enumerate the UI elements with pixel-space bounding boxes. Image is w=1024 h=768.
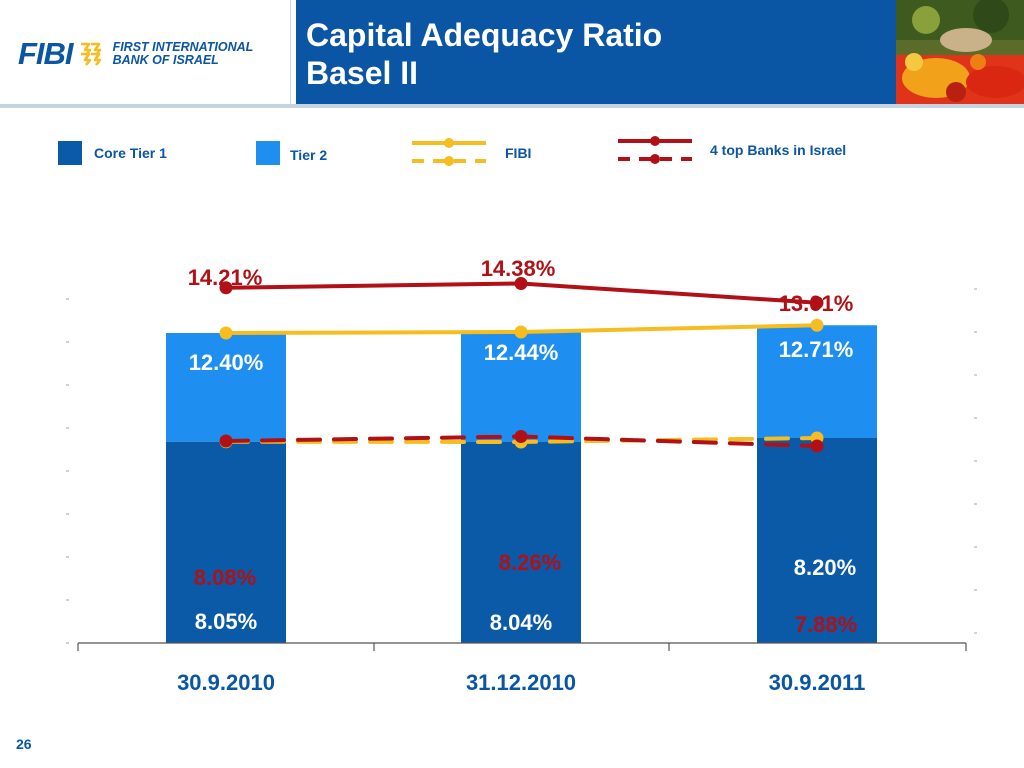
top-banks-solid-point	[810, 296, 824, 310]
legend-fibi-dashed-marker	[444, 156, 454, 166]
fibi-total-label: 12.71%	[779, 337, 854, 362]
fibi-core-label: 8.04%	[490, 610, 552, 635]
x-tick-label: 30.9.2010	[177, 670, 275, 695]
legend-tier2-label: Tier 2	[290, 147, 327, 163]
core-tier1-bar-30.9.2010	[166, 441, 286, 643]
header-photo	[896, 0, 1024, 104]
title-line-2: Basel II	[306, 55, 419, 91]
page-number: 26	[16, 736, 32, 752]
top-banks-core-label: 8.08%	[194, 565, 256, 590]
legend-banks-solid-marker	[650, 136, 660, 146]
top-banks-dashed-point	[514, 430, 528, 443]
top-banks-dashed-point	[810, 439, 824, 453]
top-banks-total-label: 14.38%	[481, 256, 556, 281]
legend-core-tier1-label: Core Tier 1	[94, 145, 167, 161]
fibi-total-label: 12.44%	[484, 340, 559, 365]
legend-top-banks-label: 4 top Banks in Israel	[710, 142, 846, 158]
title-bar: Capital Adequacy Ratio Basel II	[296, 0, 896, 104]
fibi-total-label: 12.40%	[189, 350, 264, 375]
top-banks-dashed-point	[219, 434, 233, 448]
legend-tier2-swatch	[256, 141, 280, 165]
fibi-core-label: 8.20%	[794, 555, 856, 580]
title-line-1: Capital Adequacy Ratio	[306, 17, 663, 53]
top-banks-total-label: 14.21%	[188, 265, 263, 290]
logo-line-2: BANK OF ISRAEL	[112, 53, 219, 67]
tier2-bar-30.9.2011	[757, 325, 877, 438]
slide-header: FIBI FIRST INTERNATIONAL BANK OF ISRAEL …	[0, 0, 1024, 108]
x-tick-label: 31.12.2010	[466, 670, 576, 695]
x-tick-label: 30.9.2011	[769, 670, 866, 695]
legend-fibi-label: FIBI	[505, 145, 531, 161]
fibi-core-label: 8.05%	[195, 609, 257, 634]
top-banks-core-label: 8.26%	[499, 550, 561, 575]
fibi-solid-point	[514, 325, 528, 339]
top-banks-core-label: 7.88%	[795, 612, 857, 637]
header-divider	[0, 104, 1024, 108]
logo-area: FIBI FIRST INTERNATIONAL BANK OF ISRAEL	[0, 0, 291, 104]
logo-bank-name: FIRST INTERNATIONAL BANK OF ISRAEL	[113, 41, 254, 67]
tier2-bar-31.12.2010	[461, 332, 581, 442]
top-banks-solid-point	[514, 277, 528, 290]
logo-emblem-icon	[80, 42, 101, 66]
core-tier1-bar-31.12.2010	[461, 442, 581, 643]
top-banks-solid-point	[219, 281, 233, 295]
slide-title: Capital Adequacy Ratio Basel II	[306, 16, 662, 92]
fibi-solid-point	[810, 318, 824, 332]
fibi-logo: FIBI FIRST INTERNATIONAL BANK OF ISRAEL	[18, 36, 253, 72]
logo-wordmark: FIBI	[18, 36, 74, 71]
header-photo-image	[896, 0, 1024, 104]
legend-fibi-solid-marker	[444, 138, 454, 148]
core-tier1-bar-30.9.2011	[757, 438, 877, 643]
logo-line-1: FIRST INTERNATIONAL	[112, 40, 254, 54]
fibi-solid-point	[219, 326, 233, 340]
top-banks-total-label: 13.61%	[779, 291, 854, 316]
legend-banks-dashed-marker	[650, 154, 660, 164]
tier2-bar-30.9.2010	[166, 333, 286, 442]
legend-core-tier1-swatch	[58, 141, 82, 165]
